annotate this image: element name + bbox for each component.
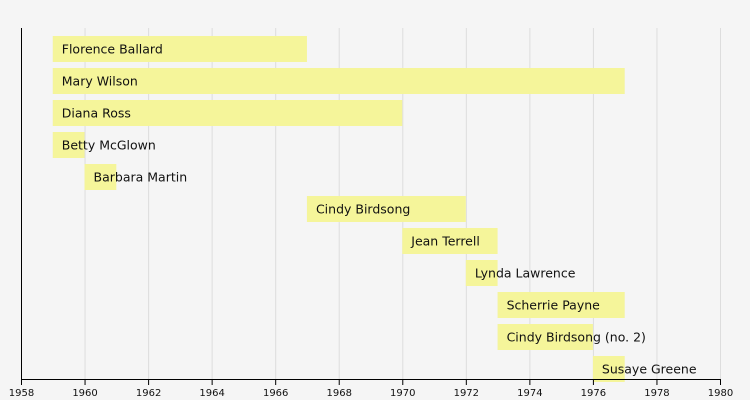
member-label: Lynda Lawrence xyxy=(475,266,576,281)
member-label: Jean Terrell xyxy=(410,234,480,249)
member-bar xyxy=(52,68,625,94)
x-tick-label: 1978 xyxy=(644,388,669,399)
x-tick-label: 1976 xyxy=(581,388,606,399)
member-label: Scherrie Payne xyxy=(507,298,601,313)
x-tick-label: 1980 xyxy=(708,388,733,399)
member-bar xyxy=(84,164,117,190)
member-label: Susaye Greene xyxy=(602,362,697,377)
member-bar xyxy=(592,356,625,382)
x-tick-label: 1964 xyxy=(199,388,224,399)
member-label: Barbara Martin xyxy=(94,170,188,185)
x-tick-label: 1960 xyxy=(72,388,97,399)
member-bar xyxy=(52,132,85,158)
member-label: Diana Ross xyxy=(62,106,131,121)
member-bar xyxy=(465,260,498,286)
x-tick-label: 1958 xyxy=(9,388,34,399)
member-bar xyxy=(306,196,466,222)
x-tick-label: 1962 xyxy=(136,388,161,399)
member-label: Mary Wilson xyxy=(62,74,138,89)
x-tick-label: 1968 xyxy=(327,388,352,399)
x-tick-label: 1966 xyxy=(263,388,288,399)
member-label: Cindy Birdsong xyxy=(316,202,410,217)
member-bar xyxy=(52,100,403,126)
bars: Florence Ballard Mary Wilson Diana Ross Bet… xyxy=(52,36,697,382)
member-label: Florence Ballard xyxy=(62,42,163,57)
member-label: Cindy Birdsong (no. 2) xyxy=(507,330,646,345)
x-tick-label: 1970 xyxy=(390,388,415,399)
member-bar xyxy=(402,228,498,254)
x-tick-label: 1974 xyxy=(517,388,542,399)
member-bar xyxy=(52,36,307,62)
member-bar xyxy=(497,324,593,350)
x-tick-label: 1972 xyxy=(454,388,479,399)
member-label: Betty McGlown xyxy=(62,138,156,153)
member-bar xyxy=(497,292,625,318)
axes: 1958 1960 1962 1964 1966 1968 1970 1972 1974 1976… xyxy=(9,28,733,399)
